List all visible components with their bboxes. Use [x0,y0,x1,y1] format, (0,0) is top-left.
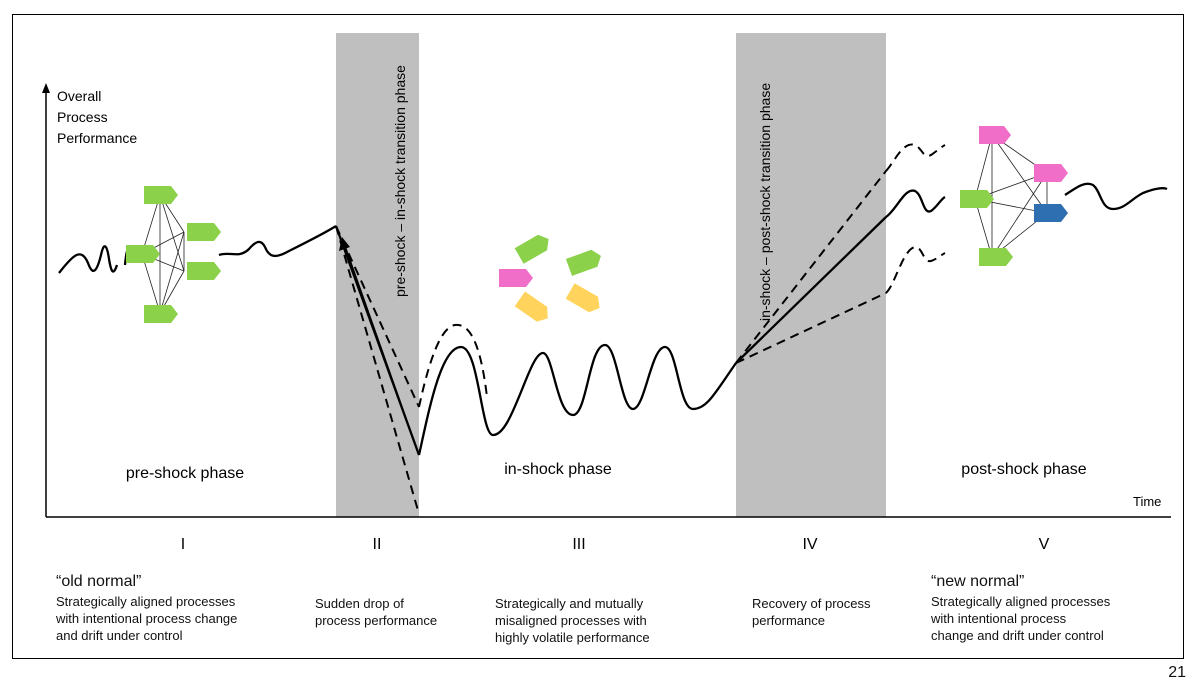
y-axis-arrow [42,83,50,93]
description-heading: “new normal” [931,573,1025,590]
phase-numeral-iv: IV [802,536,817,553]
phase-numeral-ii: II [373,536,382,553]
phase-label-v: post-shock phase [961,461,1087,478]
process-network-new-normal [960,126,1068,266]
y-axis-label: Overall Process Performance [57,88,137,146]
volatile-curve-dashed [418,323,488,408]
phase-label-iv: in-shock – post-shock transition phase [757,83,773,321]
slide-number: 21 [1168,664,1186,681]
process-node [187,262,221,280]
description-phase-v: “new normal” Strategically aligned proce… [931,571,1171,644]
description-phase-i: “old normal” Strategically aligned proce… [56,571,296,644]
post-shock-curve-solid-a [885,189,946,218]
description-heading: “old normal” [56,573,142,590]
volatile-curve-in-shock [417,343,737,456]
description-line: highly volatile performance [495,630,650,645]
process-node [514,291,548,322]
phase-numeral-i: I [181,536,185,553]
description-line: change and drift under control [931,628,1104,643]
phase-numeral-v: V [1039,536,1050,553]
process-scatter-in-shock [499,234,601,322]
description-line: with intentional process change [56,611,238,626]
process-node [144,305,178,323]
description-line: Strategically aligned processes [931,594,1111,609]
description-line: Sudden drop of [315,596,404,611]
process-node [1034,204,1068,222]
drop-line-dashed-lower [335,225,420,515]
description-phase-ii: Sudden drop of process performance [315,595,485,629]
description-line: Strategically and mutually [495,596,644,611]
post-shock-curve-solid-b [1064,182,1168,211]
description-line: with intentional process [931,611,1067,626]
process-node [144,186,178,204]
process-node [187,223,221,241]
recovery-arrow-shaft [344,245,420,456]
slide-frame: Overall Process Performance Time pre-sho… [12,14,1184,659]
performance-curve-pre-shock-c [218,225,337,258]
phase-numeral-iii: III [572,536,585,553]
process-node [979,248,1013,266]
process-node [499,269,533,287]
description-line: performance [752,613,825,628]
phase-label-iii: in-shock phase [504,461,612,478]
description-phase-iv: Recovery of process performance [752,595,922,629]
recovery-line-dashed-upper [735,170,887,364]
phase-label-ii: pre-shock – in-shock transition phase [392,65,408,297]
recovery-line-dashed-lower [735,292,887,364]
drop-line-dashed-upper [335,225,420,408]
description-line: and drift under control [56,628,183,643]
process-performance-diagram: Overall Process Performance Time pre-sho… [42,33,1171,553]
post-shock-curve-dashed-lower [885,245,946,294]
process-node [960,190,994,208]
description-line: Recovery of process [752,596,871,611]
post-shock-curve-dashed-upper [885,143,946,172]
transition-band-iv [736,33,886,517]
x-axis-label: Time [1133,494,1161,509]
process-node [126,245,160,263]
process-node [565,249,601,276]
description-line: process performance [315,613,438,628]
process-node [979,126,1011,144]
recovery-line-solid [735,216,887,364]
phase-label-i: pre-shock phase [126,465,244,482]
description-line: misaligned processes with [495,613,647,628]
process-node [565,283,600,313]
process-network-old-normal [126,186,221,323]
process-node [1034,164,1068,182]
description-line: Strategically aligned processes [56,594,236,609]
description-phase-iii: Strategically and mutually misaligned pr… [495,595,715,646]
process-node [514,234,549,264]
performance-curve-pre-shock-a [58,245,119,274]
